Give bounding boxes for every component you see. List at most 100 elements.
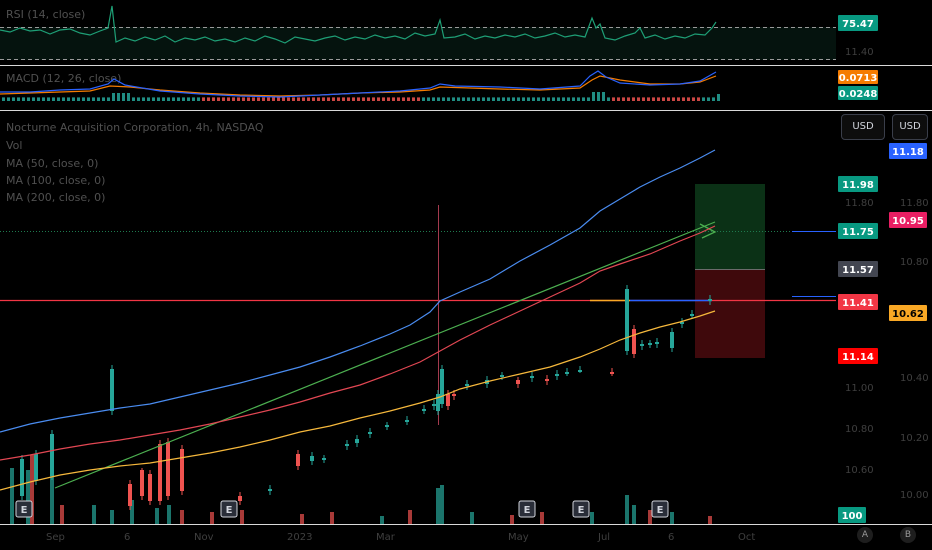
candle-body [690, 314, 694, 316]
candle-body [432, 404, 436, 406]
macd-histogram-bar [27, 97, 30, 101]
macd-histogram-bar [622, 97, 625, 101]
macd-histogram-bar [377, 97, 380, 101]
macd-histogram-bar [717, 94, 720, 101]
macd-histogram-bar [357, 97, 360, 101]
trend-arrow[interactable] [699, 223, 717, 239]
currency-button-2[interactable]: USD [892, 114, 928, 140]
macd-histogram-bar [542, 97, 545, 101]
corner-button-a[interactable]: A [857, 527, 873, 543]
macd-histogram-bar [37, 97, 40, 101]
volume-bar [408, 510, 412, 524]
macd-histogram-bar [272, 97, 275, 101]
macd-histogram-bar [427, 97, 430, 101]
macd-histogram-bar [142, 97, 145, 101]
corner-button-b[interactable]: B [900, 527, 916, 543]
volume-bar [130, 500, 134, 524]
candle-body [446, 394, 450, 406]
macd-histogram-bar [512, 97, 515, 101]
candle-body [545, 379, 549, 381]
position-loss-zone[interactable] [695, 269, 765, 358]
candle-body [436, 394, 440, 411]
candle-body [625, 289, 629, 351]
candle-body [238, 496, 242, 501]
candle-body [368, 432, 372, 434]
macd-pane[interactable]: MACD (12, 26, close) 0.0713 0.0248 [0, 70, 878, 101]
macd-histogram-bar [302, 97, 305, 101]
macd-histogram-bar [472, 97, 475, 101]
earnings-marker-label: E [21, 505, 28, 516]
macd-histogram-bar [657, 97, 660, 101]
time-label-4: 2023 [287, 532, 312, 543]
macd-histogram-bar [532, 97, 535, 101]
candle-body [345, 444, 349, 446]
macd-histogram-bar [447, 97, 450, 101]
macd-histogram-bar [632, 97, 635, 101]
time-label-5: Mar [376, 532, 396, 543]
volume-bar [510, 515, 514, 524]
macd-histogram-bar [552, 97, 555, 101]
macd-histogram [2, 92, 720, 101]
candle-body [516, 380, 520, 384]
macd-histogram-bar [497, 97, 500, 101]
main-pane[interactable]: Nocturne Acquisition Corporation, 4h, NA… [0, 47, 929, 524]
rsi-pane[interactable]: RSI (14, close) 75.47 [0, 5, 878, 60]
svg-text:11.14: 11.14 [842, 352, 874, 363]
macd-histogram-bar [292, 97, 295, 101]
macd-histogram-bar [397, 97, 400, 101]
macd-histogram-bar [652, 97, 655, 101]
macd-histogram-bar [287, 97, 290, 101]
time-label-2: 6 [124, 532, 130, 543]
candles [20, 285, 712, 510]
earnings-marker-box [220, 500, 238, 518]
earnings-marker-box [651, 500, 669, 518]
rsi-value: 75.47 [842, 19, 874, 30]
price-tag-11-41: 11.41 [838, 294, 878, 310]
time-axis[interactable]: Sep 6 Nov 2023 Mar May Jul 6 Oct [46, 532, 755, 543]
macd-histogram-bar [157, 97, 160, 101]
candle-body [20, 459, 24, 496]
time-label-8: 6 [668, 532, 674, 543]
volume-bar [380, 516, 384, 524]
macd-histogram-bar [297, 97, 300, 101]
volume-bar [110, 510, 114, 524]
macd-histogram-bar [372, 97, 375, 101]
macd-histogram-bar [332, 97, 335, 101]
legend-ma-100: MA (100, close, 0) [6, 174, 105, 187]
macd-histogram-bar [242, 97, 245, 101]
volume-bar [30, 455, 34, 524]
macd-histogram-bar [612, 97, 615, 101]
svg-text:100: 100 [842, 511, 863, 522]
volume-bar [60, 505, 64, 524]
macd-histogram-bar [382, 97, 385, 101]
svg-text:10.62: 10.62 [892, 309, 924, 320]
macd-histogram-bar [212, 97, 215, 101]
volume-bar [10, 468, 14, 524]
macd-histogram-bar [557, 97, 560, 101]
macd-histogram-bar [537, 97, 540, 101]
candle-body [565, 372, 569, 374]
macd-histogram-bar [392, 97, 395, 101]
volume-bar [625, 495, 629, 524]
price-tag-11-18: 11.18 [889, 143, 927, 159]
trend-line-green[interactable] [54, 221, 716, 489]
macd-value-2: 0.0248 [839, 89, 878, 100]
macd-histogram-bar [707, 97, 710, 101]
currency-button-1[interactable]: USD [841, 114, 885, 140]
candle-body [158, 444, 162, 501]
macd-histogram-bar [457, 97, 460, 101]
volume-bar [670, 512, 674, 524]
macd-histogram-bar [257, 97, 260, 101]
volume-bars [10, 455, 712, 524]
svg-text:11.98: 11.98 [842, 180, 874, 191]
legend-ma-200: MA (200, close, 0) [6, 191, 105, 204]
macd-histogram-bar [67, 97, 70, 101]
macd-histogram-bar [317, 97, 320, 101]
axis-label-faint-7: 10.20 [900, 433, 929, 444]
macd-histogram-bar [432, 97, 435, 101]
candle-body [322, 458, 326, 460]
position-profit-zone[interactable] [695, 184, 765, 269]
macd-histogram-bar [97, 97, 100, 101]
